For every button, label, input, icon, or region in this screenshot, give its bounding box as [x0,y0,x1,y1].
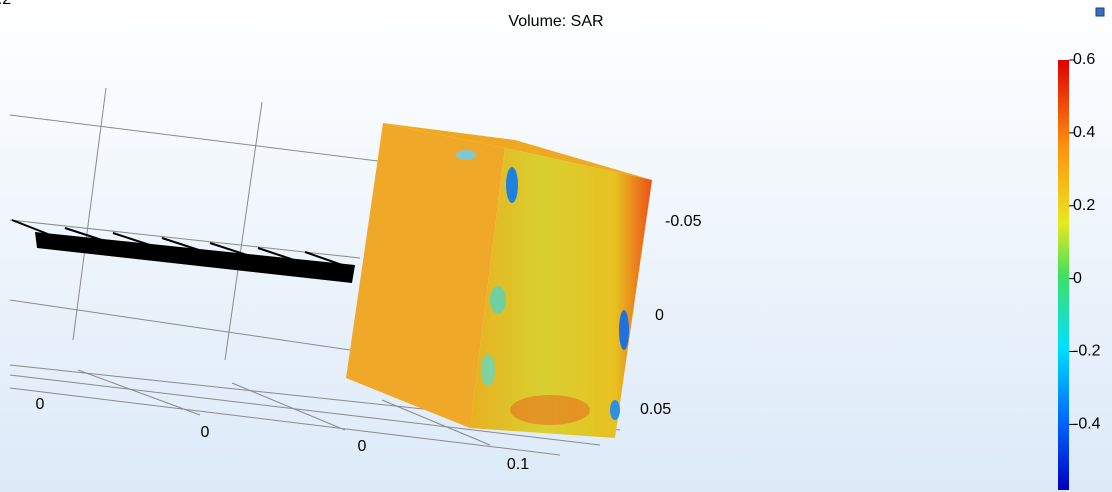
z-tick-label: 0 [655,307,664,324]
x-tick-label: 0 [358,438,367,455]
y-tick-label: 0 [36,396,45,413]
colorbar-tick-label: 0.6 [1073,51,1095,68]
colorbar-tick-label: 0.4 [1073,124,1095,141]
z-tick-label: -0.05 [665,213,702,230]
z-tick-label: 0.05 [640,401,671,418]
colorbar-tick-label: 0.2 [1073,197,1095,214]
x-tick-label: 0.1 [507,456,529,473]
antenna-elements [11,219,346,267]
chart-title: Volume: SAR [508,13,603,30]
colorbar-tick-label: 0 [1073,270,1082,287]
colorbar-tick-label: -0.2 [1073,343,1101,360]
y-tick-label: 0 [201,424,210,441]
sar-volume [346,123,652,438]
toolbar-icon[interactable] [1095,7,1105,17]
antenna [35,232,355,283]
x-tick-label: 0.2 [0,0,11,8]
colorbar-tick-label: -0.4 [1073,416,1101,433]
grid-3d [9,87,651,456]
colorbar [1058,60,1069,490]
